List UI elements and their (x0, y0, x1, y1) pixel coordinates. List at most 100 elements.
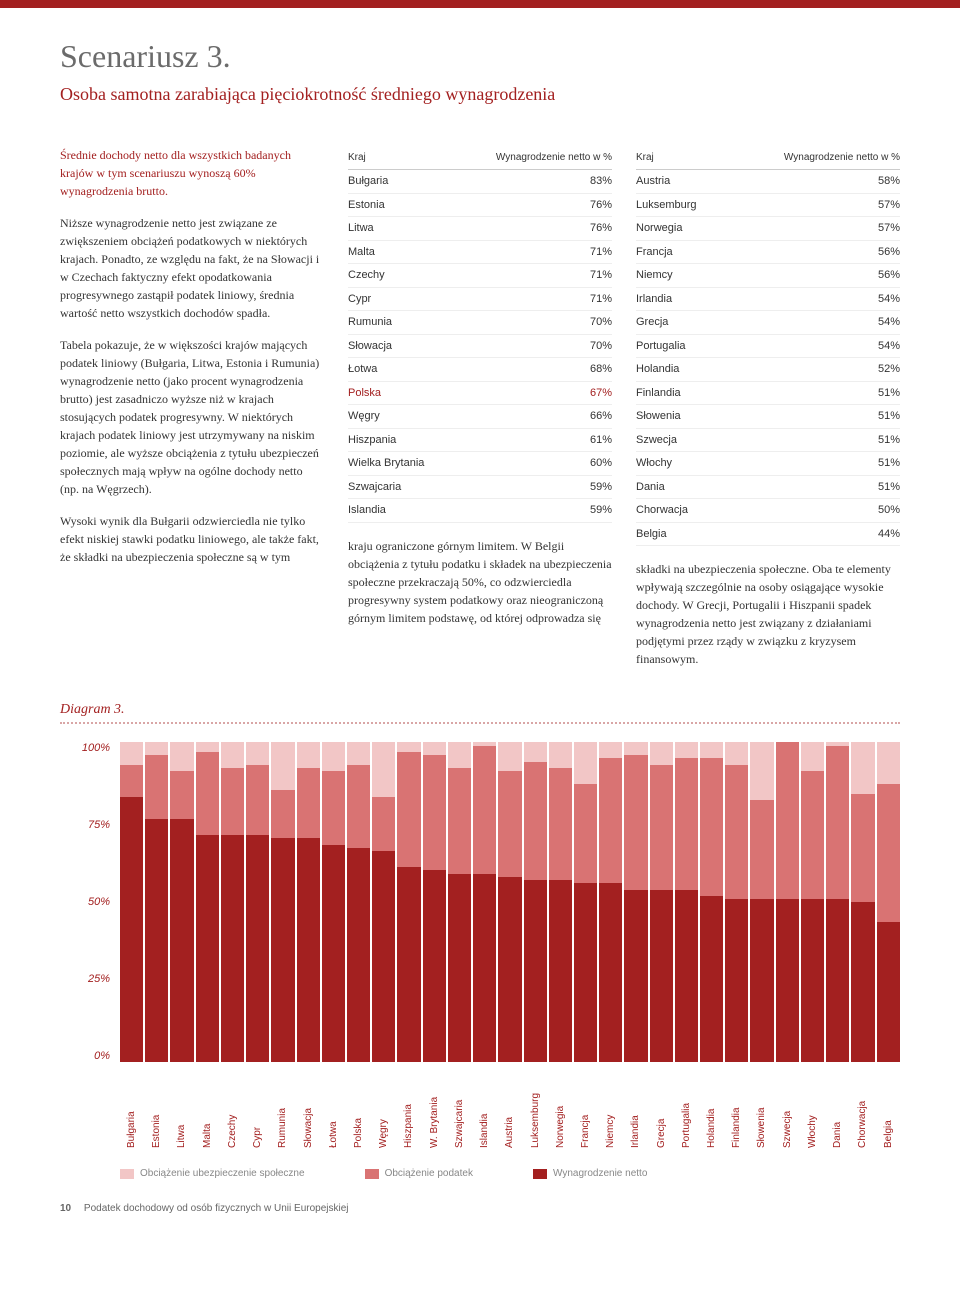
cell-country: Austria (636, 170, 726, 194)
bar (120, 742, 143, 1062)
cell-value: 52% (726, 358, 900, 382)
seg-net (145, 819, 168, 1062)
seg-net (473, 874, 496, 1063)
seg-social (271, 742, 294, 790)
x-label: Francja (574, 1068, 597, 1148)
x-label: Rumunia (271, 1068, 294, 1148)
seg-net (120, 797, 143, 1063)
x-label: W. Brytania (423, 1068, 446, 1148)
subtitle: Osoba samotna zarabiająca pięciokrotność… (60, 83, 900, 106)
cell-value: 57% (726, 217, 900, 241)
seg-net (675, 890, 698, 1063)
seg-tax (473, 746, 496, 874)
cell-country: Bułgaria (348, 170, 453, 194)
x-label: Chorwacja (851, 1068, 874, 1148)
col-right: Kraj Wynagrodzenie netto w % Austria58%L… (636, 146, 900, 682)
bar (170, 742, 193, 1062)
seg-social (246, 742, 269, 764)
table-row: Niemcy56% (636, 264, 900, 288)
legend: Obciążenie ubezpieczenie społeczne Obcią… (120, 1168, 900, 1179)
table-row: Holandia52% (636, 358, 900, 382)
bar (776, 742, 799, 1062)
table-row: Hiszpania61% (348, 428, 612, 452)
para-5: składki na ubezpieczenia społeczne. Oba … (636, 560, 900, 668)
cell-value: 70% (453, 334, 612, 358)
th-value: Wynagrodzenie netto w % (726, 146, 900, 170)
seg-net (372, 851, 395, 1062)
cell-country: Estonia (348, 193, 453, 217)
seg-net (322, 845, 345, 1063)
seg-social (700, 742, 723, 758)
header-bar (0, 0, 960, 8)
cell-country: Dania (636, 475, 726, 499)
seg-net (750, 899, 773, 1062)
seg-tax (170, 771, 193, 819)
seg-tax (347, 765, 370, 848)
cell-country: Rumunia (348, 311, 453, 335)
x-label: Słowacja (297, 1068, 320, 1148)
x-label: Holandia (700, 1068, 723, 1148)
bar (397, 742, 420, 1062)
seg-net (196, 835, 219, 1062)
x-label: Słowenia (750, 1068, 773, 1148)
content-columns: Średnie dochody netto dla wszystkich bad… (60, 146, 900, 682)
bar (725, 742, 748, 1062)
legend-net: Wynagrodzenie netto (533, 1168, 647, 1179)
seg-social (524, 742, 547, 761)
seg-tax (423, 755, 446, 870)
seg-social (372, 742, 395, 796)
cell-country: Portugalia (636, 334, 726, 358)
bars (120, 742, 900, 1062)
cell-country: Szwecja (636, 428, 726, 452)
legend-tax: Obciążenie podatek (365, 1168, 473, 1179)
seg-tax (675, 758, 698, 889)
seg-tax (574, 784, 597, 883)
cell-value: 71% (453, 240, 612, 264)
table-left: Kraj Wynagrodzenie netto w % Bułgaria83%… (348, 146, 612, 523)
table-row: Luksemburg57% (636, 193, 900, 217)
seg-tax (624, 755, 647, 889)
seg-net (650, 890, 673, 1063)
cell-value: 54% (726, 334, 900, 358)
seg-tax (851, 794, 874, 903)
table-row: Łotwa68% (348, 358, 612, 382)
x-label: Cypr (246, 1068, 269, 1148)
x-label: Austria (498, 1068, 521, 1148)
seg-tax (776, 742, 799, 899)
seg-social (221, 742, 244, 768)
x-label: Finlandia (725, 1068, 748, 1148)
bar (347, 742, 370, 1062)
cell-value: 76% (453, 193, 612, 217)
x-label: Portugalia (675, 1068, 698, 1148)
table-row: Wielka Brytania60% (348, 452, 612, 476)
x-label: Hiszpania (397, 1068, 420, 1148)
seg-net (574, 883, 597, 1062)
th-value: Wynagrodzenie netto w % (453, 146, 612, 170)
bar (549, 742, 572, 1062)
cell-value: 58% (726, 170, 900, 194)
seg-net (700, 896, 723, 1062)
cell-country: Łotwa (348, 358, 453, 382)
seg-social (397, 742, 420, 752)
seg-tax (549, 768, 572, 880)
swatch-net (533, 1169, 547, 1179)
cell-value: 51% (726, 405, 900, 429)
cell-country: Węgry (348, 405, 453, 429)
seg-social (448, 742, 471, 768)
doc-title: Podatek dochodowy od osób fizycznych w U… (84, 1203, 349, 1214)
seg-tax (322, 771, 345, 845)
seg-net (246, 835, 269, 1062)
cell-country: Niemcy (636, 264, 726, 288)
seg-tax (599, 758, 622, 883)
bar (473, 742, 496, 1062)
seg-social (170, 742, 193, 771)
bars-wrap: BułgariaEstoniaLitwaMaltaCzechyCyprRumun… (120, 742, 900, 1148)
table-row: Francja56% (636, 240, 900, 264)
seg-tax (246, 765, 269, 835)
cell-value: 54% (726, 311, 900, 335)
cell-country: Luksemburg (636, 193, 726, 217)
cell-value: 59% (453, 475, 612, 499)
bar (524, 742, 547, 1062)
bar (750, 742, 773, 1062)
table-row: Polska67% (348, 381, 612, 405)
